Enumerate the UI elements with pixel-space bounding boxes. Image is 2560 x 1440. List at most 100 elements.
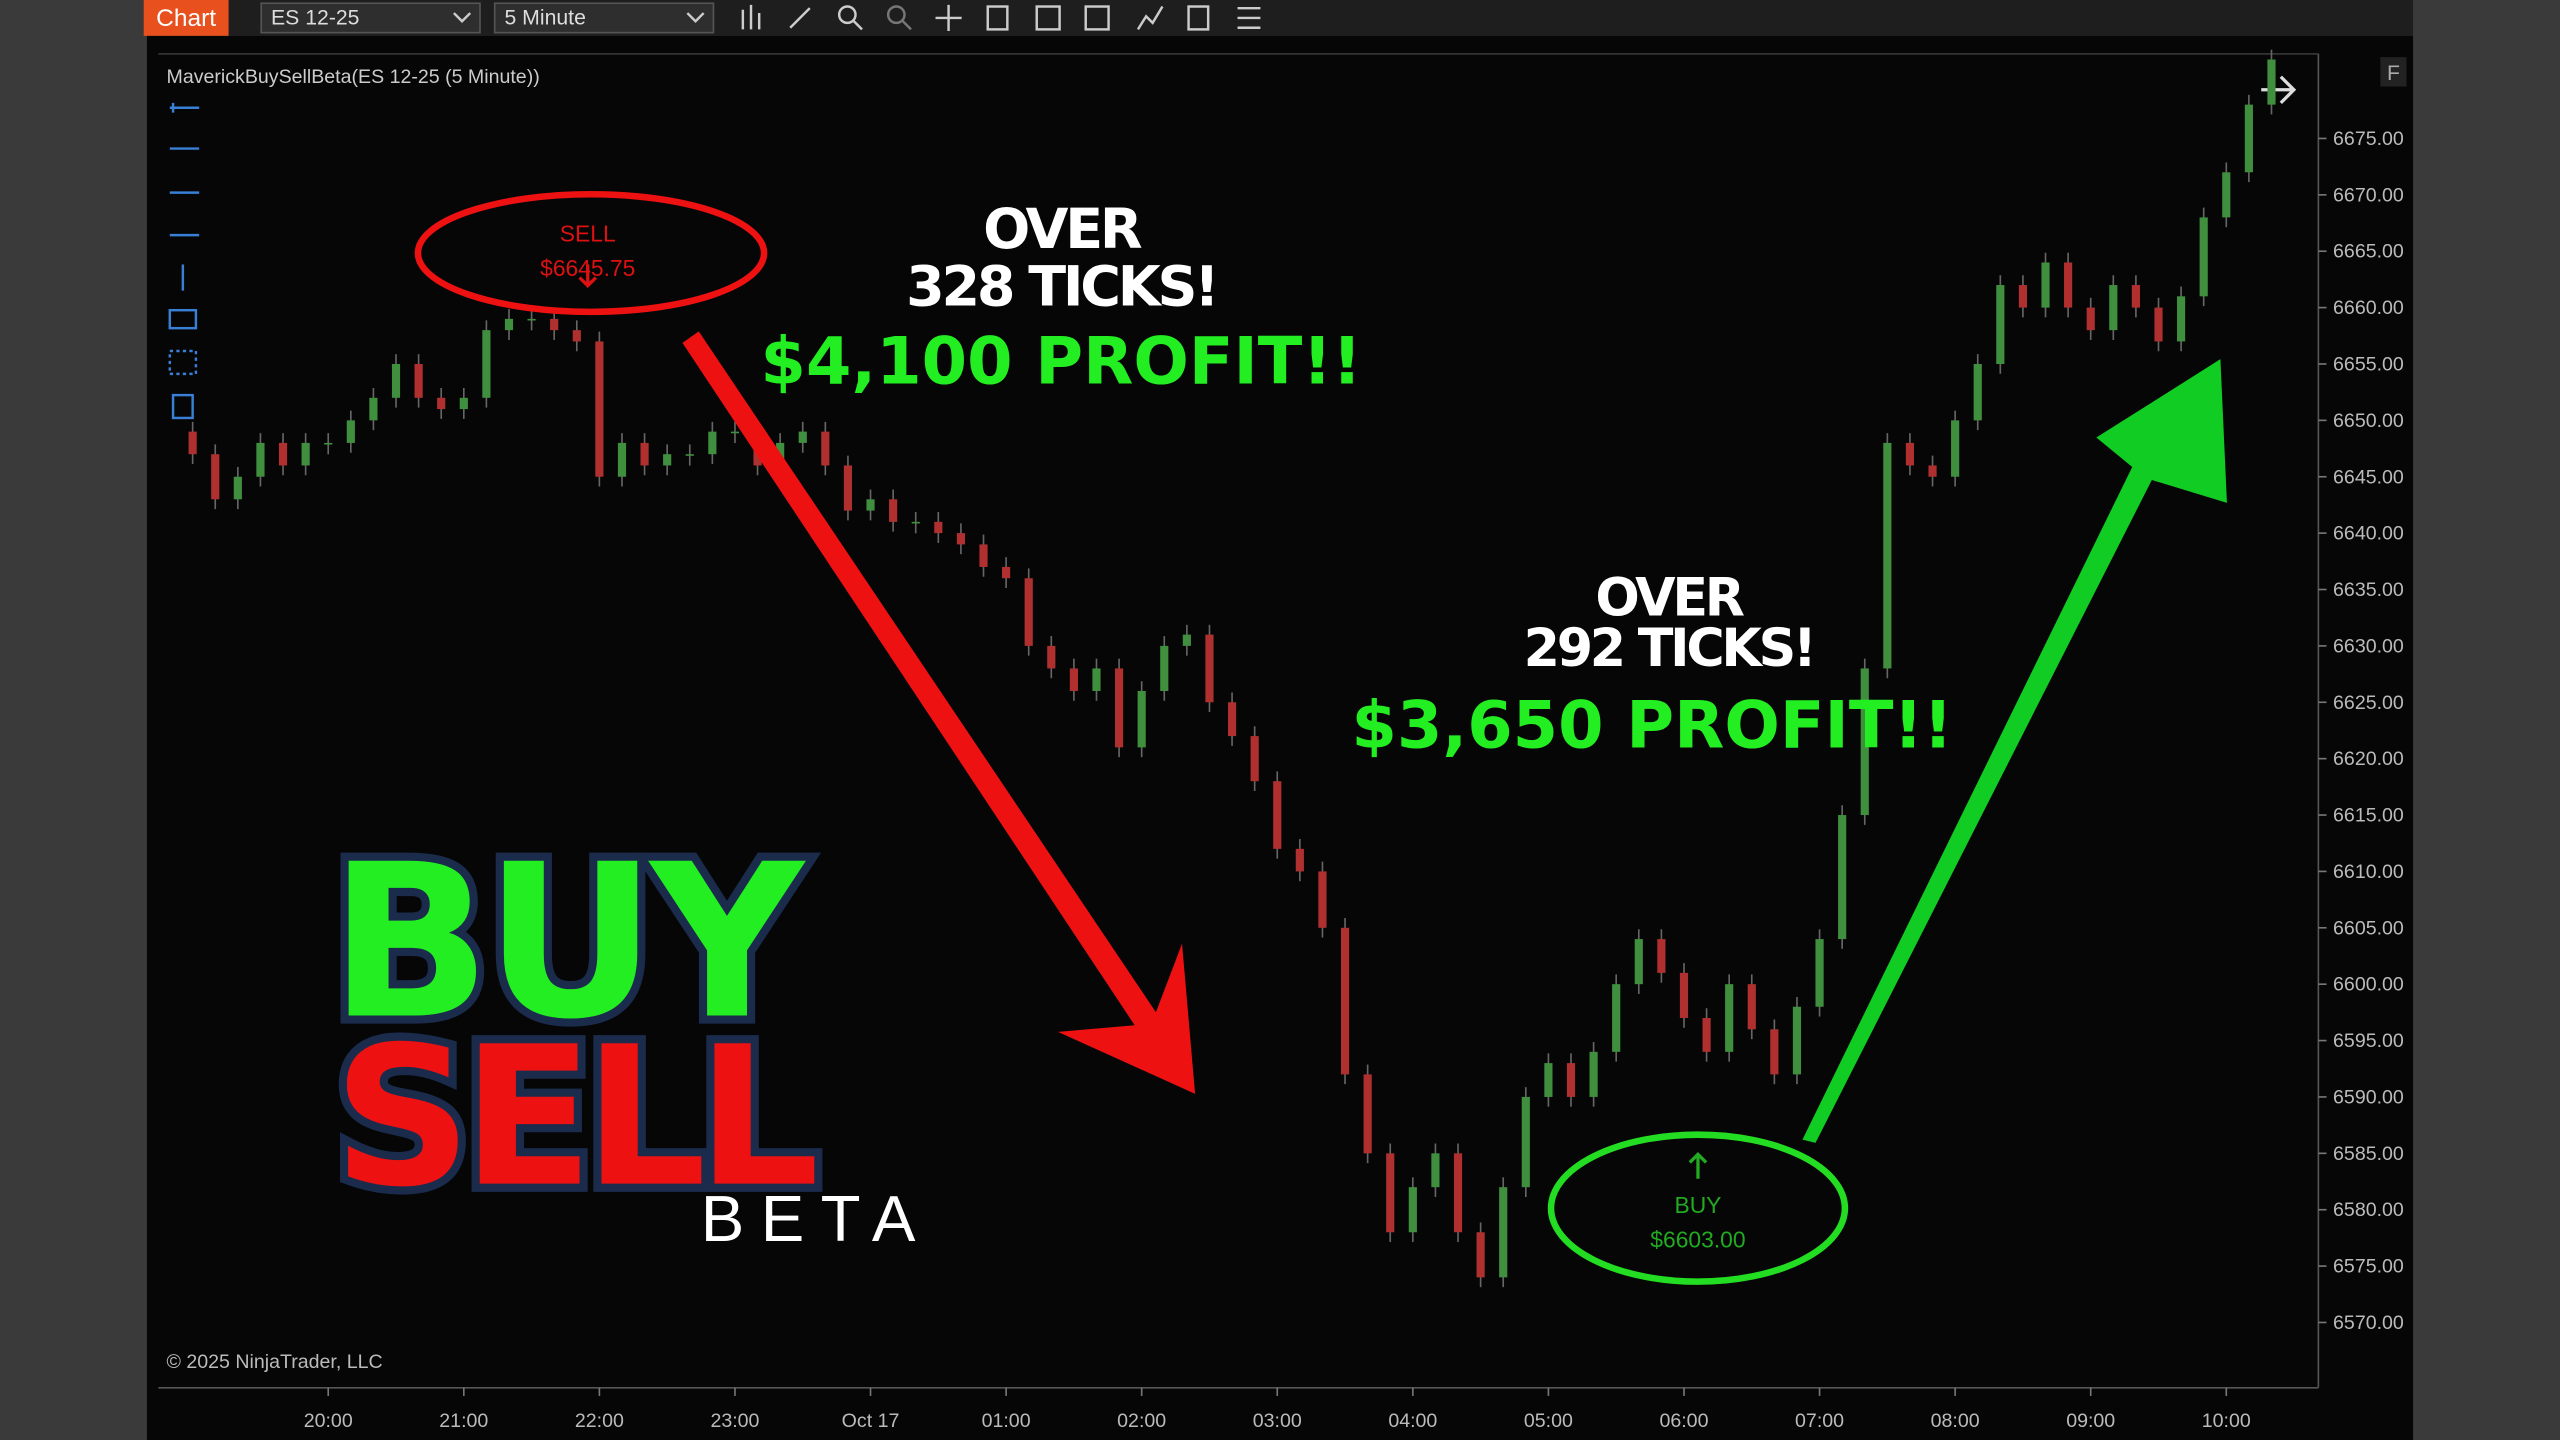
toolbar-icons[interactable]: [741, 4, 1261, 32]
price-tick-label: 6630.00: [2333, 635, 2404, 657]
time-tick-label: 20:00: [304, 1410, 353, 1432]
candle: [459, 397, 468, 410]
sell-label: SELL: [560, 221, 616, 247]
candle: [1160, 645, 1169, 691]
toolbar: [143, 0, 2414, 36]
candle: [1634, 939, 1643, 985]
candle: [1002, 566, 1011, 579]
price-tick-label: 6660.00: [2333, 297, 2404, 319]
candle: [1996, 285, 2005, 364]
candle: [1205, 634, 1214, 703]
candle: [2041, 262, 2050, 308]
candle: [391, 363, 401, 398]
price-tick-label: 6595.00: [2333, 1030, 2404, 1052]
instrument-select[interactable]: [260, 2, 481, 34]
price-tick-label: 6610.00: [2333, 861, 2404, 883]
candle: [2199, 217, 2208, 297]
candle: [2154, 307, 2163, 342]
candle: [188, 431, 197, 455]
candle: [1657, 939, 1666, 973]
time-tick-label: 01:00: [982, 1410, 1031, 1432]
chart-button[interactable]: [143, 0, 229, 36]
scroll-arrow[interactable]: [2261, 75, 2297, 105]
logo-buy: BUY: [329, 820, 806, 1067]
price-tick-label: 6585.00: [2333, 1143, 2404, 1165]
candle: [324, 442, 333, 445]
interval-select[interactable]: [493, 2, 715, 34]
indicator-label: MaverickBuySellBeta(ES 12-25 (5 Minute)): [167, 66, 540, 88]
candle: [1318, 871, 1327, 928]
candle: [1612, 984, 1621, 1052]
candle: [2267, 59, 2276, 105]
candle: [1770, 1029, 1779, 1075]
time-tick-label: 21:00: [439, 1410, 488, 1432]
candle: [301, 442, 310, 466]
candle: [1431, 1153, 1440, 1188]
interval-label: 5 Minute: [504, 6, 585, 29]
time-tick-label: 08:00: [1931, 1410, 1980, 1432]
price-tick-label: 6640.00: [2333, 523, 2404, 545]
time-tick-label: 03:00: [1253, 1410, 1302, 1432]
price-tick-label: 6665.00: [2333, 241, 2404, 263]
candle: [1792, 1006, 1802, 1075]
buy-signal-arrow: [1688, 1151, 1708, 1179]
candle: [1340, 927, 1350, 1075]
corner-button[interactable]: [2380, 57, 2407, 87]
candle: [504, 318, 514, 331]
price-tick-label: 6670.00: [2333, 184, 2404, 206]
price-tick-label: 6575.00: [2333, 1256, 2404, 1278]
candle: [956, 533, 965, 545]
candle: [2018, 285, 2028, 308]
candle: [278, 442, 288, 466]
candle: [730, 431, 740, 434]
sell-circle: [414, 191, 768, 316]
logo-sell: SELL: [333, 1006, 815, 1230]
price-tick-label: 6605.00: [2333, 917, 2404, 939]
candle: [1069, 668, 1078, 691]
instrument-label: ES 12-25: [271, 6, 359, 29]
candle: [889, 499, 898, 522]
candle: [1092, 668, 1101, 691]
candle: [1363, 1074, 1372, 1154]
candle: [1499, 1187, 1508, 1278]
candle: [1860, 668, 1869, 816]
candle: [1589, 1051, 1598, 1097]
candle: [414, 363, 423, 398]
buy-circle: [1547, 1131, 1849, 1285]
logo-beta: BETA: [701, 1182, 932, 1255]
sell-arrow: [682, 331, 1196, 1094]
candle: [527, 318, 536, 321]
headline: 328 TICKS!: [906, 254, 1216, 319]
candle: [1386, 1153, 1395, 1233]
candle: [2244, 104, 2253, 173]
candle: [1566, 1063, 1576, 1097]
candle: [1679, 972, 1689, 1019]
candle: [1047, 645, 1056, 669]
candle: [2086, 307, 2095, 331]
candle: [2064, 262, 2073, 308]
time-tick-label: 02:00: [1117, 1410, 1166, 1432]
price-tick-label: 6675.00: [2333, 128, 2404, 150]
candle: [437, 397, 446, 410]
price-tick-label: 6580.00: [2333, 1199, 2404, 1221]
candle: [663, 454, 672, 466]
profit: $3,650 PROFIT!!: [1352, 688, 1953, 764]
headline: 292 TICKS!: [1524, 619, 1814, 679]
candle: [233, 476, 242, 500]
chart-button-label: Chart: [156, 5, 216, 32]
price-tick-label: 6625.00: [2333, 692, 2404, 714]
price-tick-label: 6615.00: [2333, 805, 2404, 827]
candle: [1951, 420, 1960, 477]
copyright: © 2025 NinjaTrader, LLC: [167, 1351, 383, 1373]
candle: [685, 454, 694, 456]
time-tick-label: 09:00: [2066, 1410, 2115, 1432]
candle: [911, 521, 920, 524]
candles: [188, 49, 2276, 1288]
candle: [369, 397, 378, 421]
candle: [211, 454, 220, 500]
axes: 6570.00 6575.00 6580.00 6585.00 6590.00 6595.…: [304, 128, 2404, 1432]
candle: [979, 544, 988, 567]
drawing-tools[interactable]: [168, 102, 200, 420]
